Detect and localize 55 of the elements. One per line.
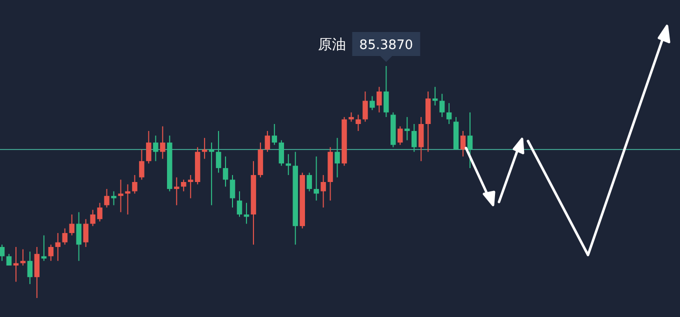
candlestick xyxy=(278,140,284,166)
text: 原油 xyxy=(318,37,346,53)
candlestick xyxy=(362,91,368,122)
candlestick xyxy=(404,116,410,141)
candlestick xyxy=(111,190,116,206)
candlestick xyxy=(222,156,228,188)
candlestick xyxy=(306,172,312,192)
candlestick xyxy=(0,244,5,262)
candlestick xyxy=(146,130,152,164)
candlestick xyxy=(188,174,194,199)
candlestick xyxy=(376,86,382,113)
candlestick xyxy=(202,137,208,160)
candlestick xyxy=(230,174,236,208)
candlestick xyxy=(216,130,222,174)
candlestick xyxy=(272,124,278,146)
candlestick xyxy=(125,184,130,215)
candlestick xyxy=(208,142,214,206)
candlestick xyxy=(286,154,292,176)
candlestick xyxy=(13,246,19,282)
candlestick xyxy=(153,135,158,162)
candlestick xyxy=(118,179,124,213)
candlestick xyxy=(132,174,138,194)
candlestick xyxy=(76,212,82,262)
candlestick xyxy=(48,244,54,262)
candlestick xyxy=(356,114,361,132)
candlestick xyxy=(467,112,473,169)
candlestick xyxy=(62,228,68,246)
candlestick xyxy=(41,234,47,262)
text: 85.3870 xyxy=(359,38,414,53)
candlestick xyxy=(244,202,250,224)
candlestick xyxy=(55,232,60,262)
candlestick xyxy=(174,176,180,206)
candlestick xyxy=(348,112,354,122)
candlestick xyxy=(460,130,466,157)
candlestick xyxy=(264,130,270,152)
candlestick xyxy=(384,66,389,118)
candlestick xyxy=(34,246,40,298)
candlestick xyxy=(334,137,340,178)
candlestick xyxy=(27,251,33,285)
candlestick xyxy=(320,174,326,208)
candlestick xyxy=(398,126,403,146)
candlestick xyxy=(104,188,110,208)
candlestick xyxy=(412,124,417,152)
candlestick xyxy=(446,102,452,124)
candlestick xyxy=(83,218,88,248)
candlestick xyxy=(314,156,319,202)
candlestick xyxy=(160,126,166,160)
candlestick xyxy=(418,116,424,162)
candlestick xyxy=(370,96,375,111)
candlestick xyxy=(139,149,144,180)
candlestick xyxy=(439,93,445,118)
candlestick xyxy=(236,190,242,218)
candlestick xyxy=(180,179,186,192)
candlestick xyxy=(69,214,74,236)
candlestick xyxy=(432,86,438,106)
